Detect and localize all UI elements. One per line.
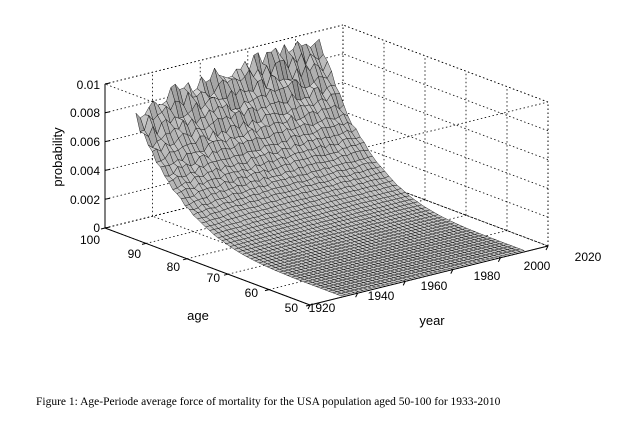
x-tick-mark-5: [545, 245, 549, 251]
y-tick-mark-4: [141, 242, 147, 245]
y-tick-70: 70: [207, 271, 221, 285]
x-tick-1960: 1960: [421, 279, 448, 293]
y-tick-100: 100: [80, 233, 100, 247]
z-tick-mark-3: [104, 140, 111, 143]
surface-plot: 0.01 0.008 0.006 0.004 0.002 0 50 60 70 …: [50, 24, 602, 328]
x-tick-mark-2: [402, 281, 406, 286]
y-axis-label: age: [187, 308, 209, 323]
x-tick-1980: 1980: [474, 269, 501, 283]
grid-z-side-5: [342, 24, 549, 103]
y-tick-mark-5: [100, 227, 106, 230]
x-tick-2000: 2000: [524, 259, 551, 273]
tick-marks: [100, 82, 549, 310]
z-tick-mark-0: [104, 226, 111, 229]
x-tick-mark-4: [497, 257, 501, 263]
grid-z-back-5: [104, 24, 344, 85]
x-tick-mark-3: [450, 269, 454, 274]
z-tick-mark-5: [104, 82, 111, 85]
grid-z-side-4: [342, 53, 549, 132]
y-tick-mark-0: [305, 304, 311, 307]
x-tick-1920: 1920: [309, 301, 336, 315]
z-tick-0: 0: [93, 221, 100, 235]
axes-box-front: [104, 84, 549, 306]
grid-x-floor-5: [342, 168, 549, 247]
y-tick-90: 90: [128, 247, 142, 261]
z-tick-0.004: 0.004: [70, 164, 100, 178]
x-axis-label: year: [419, 313, 445, 328]
x-tick-mark-0: [307, 304, 311, 310]
z-tick-0.01: 0.01: [77, 78, 101, 92]
y-tick-60: 60: [245, 286, 259, 300]
mortality-surface: [135, 38, 525, 297]
surface-cell-0-0: [336, 293, 347, 297]
axis-line-0: [309, 245, 549, 306]
figure-caption: Figure 1: Age-Periode average force of m…: [36, 396, 501, 408]
z-tick-mark-4: [104, 111, 111, 114]
y-tick-mark-3: [182, 258, 188, 261]
grid-z-side-3: [342, 82, 549, 160]
x-tick-mark-1: [355, 292, 359, 298]
grid-z-side-1: [342, 139, 549, 218]
z-tick-0.008: 0.008: [70, 106, 100, 120]
y-tick-80: 80: [167, 260, 181, 274]
z-tick-0.006: 0.006: [70, 135, 100, 149]
grid-z-side-2: [342, 111, 549, 189]
z-axis-label: probability: [50, 127, 65, 187]
y-tick-mark-1: [264, 289, 270, 292]
y-tick-50: 50: [285, 301, 299, 315]
axis-line-1: [104, 227, 311, 306]
x-tick-1940: 1940: [368, 289, 395, 303]
z-tick-mark-2: [104, 168, 111, 171]
x-tick-2020: 2020: [575, 250, 602, 264]
z-tick-0.002: 0.002: [70, 193, 100, 207]
z-tick-mark-1: [104, 197, 111, 200]
y-tick-mark-2: [223, 273, 229, 276]
